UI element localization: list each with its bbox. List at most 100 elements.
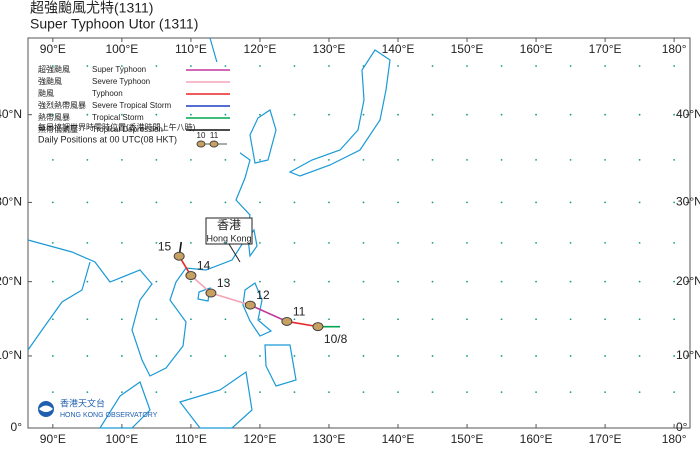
grid-dot [604, 241, 606, 244]
grid-dot [500, 65, 503, 67]
grid-dot [466, 391, 468, 394]
legend-zh: 強颱風 [38, 76, 62, 86]
grid-dot [431, 355, 434, 357]
grid-dot [638, 318, 641, 321]
grid-dot [673, 158, 676, 161]
y-tick-label-left: 0° [11, 420, 23, 434]
daily-note-zh: 每日協調世界時零時位置(香港時間上午八時) [38, 122, 196, 132]
grid-dot [155, 318, 158, 321]
grid-dot [362, 113, 365, 116]
grid-dot [51, 65, 54, 67]
grid-dot [569, 241, 572, 244]
x-tick-label-top: 120°E [244, 42, 277, 56]
grid-dot [86, 391, 89, 394]
grid-dot [86, 113, 89, 116]
x-tick-label-bottom: 120°E [244, 432, 277, 446]
grid-dot [86, 158, 89, 161]
grid-dot [535, 391, 537, 394]
x-tick-label-top: 130°E [313, 42, 346, 56]
grid-dot [120, 65, 123, 67]
grid-dot [535, 355, 537, 357]
daily-position-label: 15 [158, 239, 172, 253]
grid-dot [155, 280, 158, 283]
grid-dot [120, 158, 123, 161]
grid-dot [190, 158, 192, 161]
daily-position-label: 10/8 [324, 332, 348, 346]
grid-dot [190, 280, 192, 283]
grid-dot [293, 201, 296, 204]
y-tick-label-left: 40°N [0, 107, 22, 121]
title-zh: 超強颱風尤特(1311) [30, 0, 153, 16]
grid-dot [120, 241, 123, 244]
logo-en: HONG KONG OBSERVATORY [60, 412, 158, 419]
daily-position [244, 300, 256, 310]
grid-dot [604, 391, 606, 394]
grid-dot [431, 280, 434, 283]
daily-note-en: Daily Positions at 00 UTC(08 HKT) [38, 134, 177, 144]
legend-en: Severe Typhoon [92, 77, 150, 86]
y-tick-label-right: 30°N [676, 195, 700, 209]
grid-dot [466, 318, 468, 321]
grid-dot [397, 65, 399, 67]
daily-position-label: 13 [217, 276, 231, 290]
grid-dot [224, 201, 227, 204]
grid-dot [604, 280, 606, 283]
grid-dot [466, 355, 468, 357]
grid-dot [535, 318, 537, 321]
grid-dot [466, 201, 468, 204]
grid-dot [569, 113, 572, 116]
y-tick-label-right: 40°N [676, 107, 700, 121]
y-tick-label-left: 10°N [0, 348, 22, 362]
legend-en: Super Typhoon [92, 65, 146, 74]
legend-zh: 熱帶低氣壓 [38, 124, 78, 134]
legend-zh: 颱風 [38, 89, 54, 98]
grid-dot [569, 201, 572, 204]
x-tick-label-top: 110°E [175, 42, 207, 56]
grid-dot [604, 201, 606, 204]
grid-dot [328, 201, 330, 204]
grid-dot [604, 158, 606, 161]
grid-dot [431, 391, 434, 394]
grid-dot [638, 158, 641, 161]
grid-dot [190, 65, 192, 67]
x-tick-label-top: 140°E [382, 42, 415, 56]
daily-position [205, 288, 217, 298]
logo-zh: 香港天文台 [60, 397, 105, 408]
grid-dot [155, 355, 158, 357]
grid-dot [673, 318, 676, 321]
grid-dot [638, 65, 641, 67]
x-tick-label-bottom: 90°E [40, 432, 66, 446]
grid-dot [259, 65, 261, 67]
grid-dot [51, 113, 54, 116]
hong-kong-en: Hong Kong [206, 233, 251, 243]
grid-dot [535, 113, 537, 116]
legend-en: Tropical Storm [92, 113, 144, 122]
grid-dot [397, 391, 399, 394]
grid-dot [328, 65, 330, 67]
hong-kong-pointer [228, 243, 241, 263]
grid-dot [224, 241, 227, 244]
grid-dot [51, 201, 54, 204]
grid-dot [500, 201, 503, 204]
grid-dot [362, 65, 365, 67]
grid-dot [259, 391, 261, 394]
grid-dot [431, 318, 434, 321]
grid-dot [155, 158, 158, 161]
grid-dot [190, 355, 192, 357]
grid-dot [328, 158, 330, 161]
x-tick-label-bottom: 100°E [105, 432, 138, 446]
grid-dot [535, 241, 537, 244]
grid-dot [224, 355, 227, 357]
daily-position [281, 316, 293, 326]
daily-position-label: 11 [293, 305, 306, 319]
grid-dot [638, 391, 641, 394]
grid-dot [673, 201, 676, 204]
grid-dot [120, 355, 123, 357]
legend-en: Severe Tropical Storm [92, 101, 171, 110]
daily-position [312, 322, 324, 332]
grid-dot [259, 201, 261, 204]
daily-position-label: 12 [256, 288, 270, 302]
grid-dot [51, 318, 54, 321]
grid-dot [638, 113, 641, 116]
